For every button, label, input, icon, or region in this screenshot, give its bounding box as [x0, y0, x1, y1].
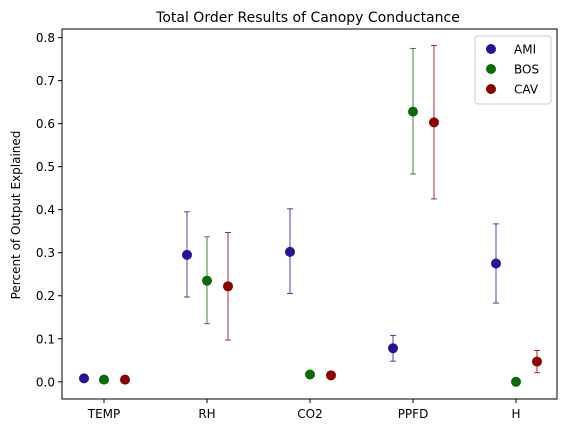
- chart-title: Total Order Results of Canopy Conductanc…: [155, 10, 460, 26]
- legend-label-ami: AMI: [514, 43, 536, 57]
- x-tick-label: PPFD: [398, 407, 429, 421]
- x-tick-label: CO2: [297, 407, 322, 421]
- point-bos: [305, 369, 315, 380]
- y-tick-label: 0.2: [36, 289, 55, 303]
- y-axis-label: Percent of Output Explained: [9, 131, 23, 300]
- x-tick-label: TEMP: [87, 407, 121, 421]
- y-tick-label: 0.3: [36, 246, 55, 260]
- y-tick-label: 0.4: [36, 203, 55, 217]
- point-cav: [429, 117, 439, 128]
- legend-marker-cav: [486, 84, 496, 94]
- point-bos: [99, 374, 109, 385]
- point-bos: [408, 106, 418, 117]
- y-tick-label: 0.5: [36, 160, 55, 174]
- y-tick-label: 0.8: [36, 31, 55, 45]
- point-cav: [532, 356, 542, 367]
- point-bos: [511, 376, 521, 387]
- point-ami: [491, 258, 501, 269]
- y-tick-label: 0.7: [36, 74, 55, 88]
- point-cav: [223, 281, 233, 292]
- legend: AMI BOS CAV: [474, 35, 552, 105]
- legend-marker-ami: [486, 44, 496, 54]
- x-tick-label: H: [511, 407, 520, 421]
- legend-label-bos: BOS: [514, 63, 539, 77]
- point-ami: [285, 246, 295, 257]
- legend-label-cav: CAV: [514, 83, 539, 97]
- y-tick-label: 0.6: [36, 117, 55, 131]
- legend-marker-bos: [486, 64, 496, 74]
- point-bos: [202, 275, 212, 286]
- data-marks: [79, 44, 542, 387]
- y-tick-label: 0.0: [36, 375, 55, 389]
- point-cav: [120, 374, 130, 385]
- point-ami: [79, 373, 89, 384]
- point-ami: [182, 249, 192, 260]
- axis-ticks: 0.0 0.1 0.2 0.3 0.4 0.5 0.6 0.7 0.8 TEMP RH CO2 PPFD…: [36, 31, 521, 421]
- point-cav: [326, 370, 336, 381]
- plot-frame: [61, 28, 558, 400]
- y-tick-label: 0.1: [36, 332, 55, 346]
- point-ami: [388, 343, 398, 354]
- x-tick-label: RH: [198, 407, 215, 421]
